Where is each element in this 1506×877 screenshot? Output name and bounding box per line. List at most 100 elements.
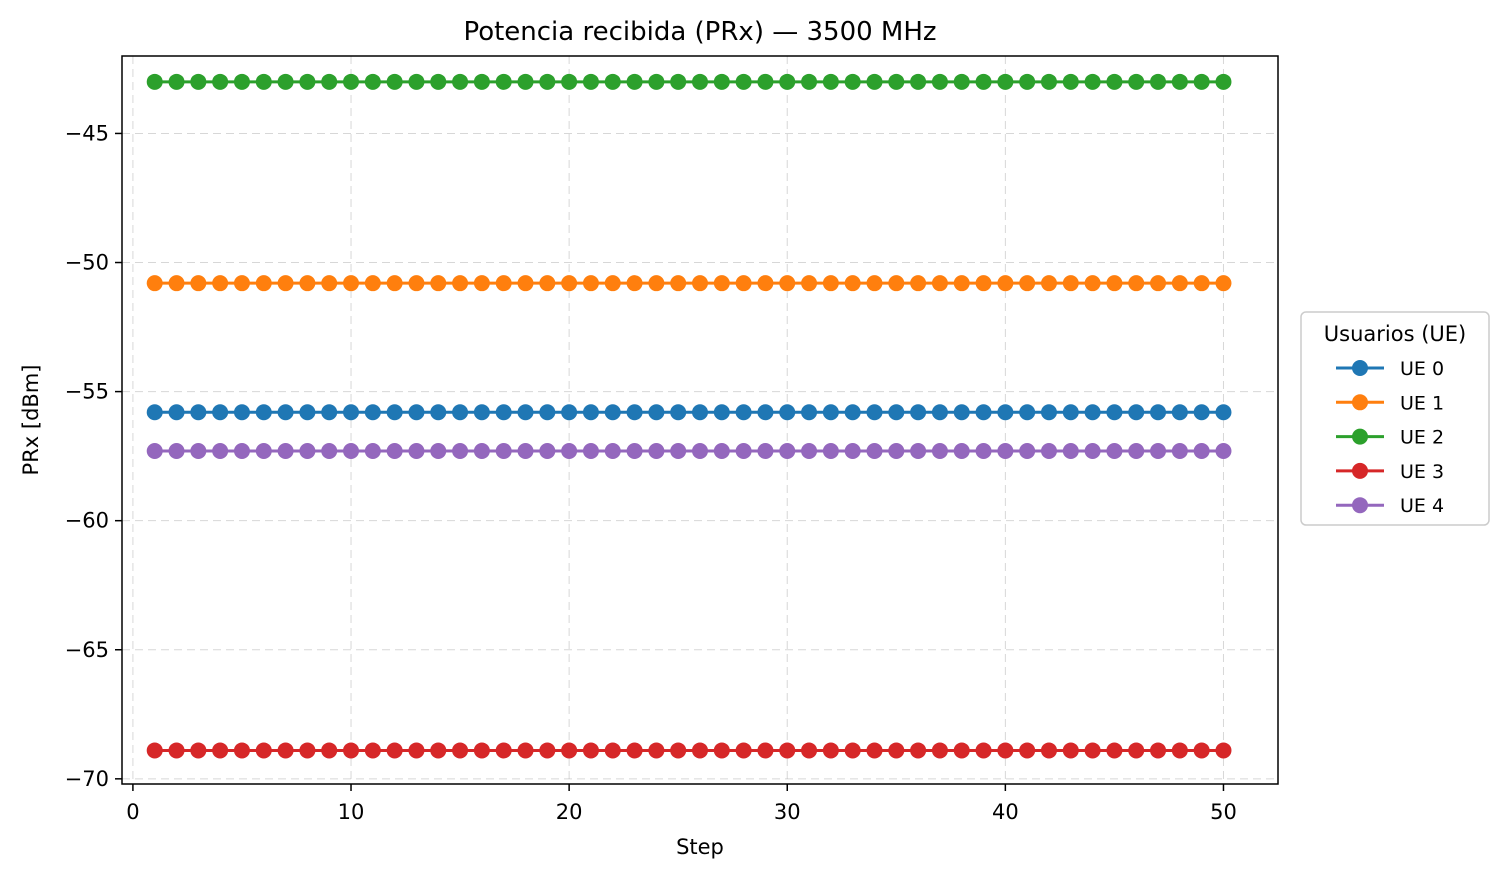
data-point (713, 275, 730, 292)
legend-swatch-marker (1352, 360, 1368, 376)
data-point (735, 742, 752, 759)
data-point (757, 742, 774, 759)
data-point (910, 742, 927, 759)
data-point (190, 275, 207, 292)
data-point (626, 275, 643, 292)
data-point (1215, 442, 1232, 459)
data-point (146, 275, 163, 292)
data-point (452, 442, 469, 459)
data-point (953, 73, 970, 90)
data-point (1128, 404, 1145, 421)
data-point (255, 742, 272, 759)
x-tick-label: 30 (774, 800, 801, 824)
data-point (517, 73, 534, 90)
data-point (212, 742, 229, 759)
data-point (146, 742, 163, 759)
data-point (473, 742, 490, 759)
legend-item: UE 1 (1336, 392, 1444, 414)
data-point (1128, 442, 1145, 459)
data-point (539, 275, 556, 292)
legend-item: UE 4 (1336, 495, 1444, 517)
legend-label: UE 2 (1400, 427, 1444, 449)
data-point (670, 275, 687, 292)
data-point (713, 404, 730, 421)
data-point (626, 73, 643, 90)
data-point (582, 73, 599, 90)
x-tick-label: 0 (126, 800, 139, 824)
data-point (473, 404, 490, 421)
data-point (321, 442, 338, 459)
legend-item: UE 0 (1336, 358, 1444, 380)
data-point (408, 442, 425, 459)
data-point (953, 275, 970, 292)
data-point (801, 275, 818, 292)
x-tick-label: 10 (338, 800, 365, 824)
data-point (212, 404, 229, 421)
legend: Usuarios (UE) UE 0 UE 1 UE 2 UE 3 UE 4 (1300, 311, 1490, 526)
data-point (539, 404, 556, 421)
data-point (866, 73, 883, 90)
data-point (1215, 275, 1232, 292)
data-point (561, 73, 578, 90)
data-point (931, 404, 948, 421)
data-point (779, 442, 796, 459)
data-point (561, 742, 578, 759)
y-tick-label: −65 (65, 638, 109, 662)
legend-swatch-marker (1352, 428, 1368, 445)
data-point (757, 442, 774, 459)
data-point (648, 442, 665, 459)
data-point (168, 742, 185, 759)
data-point (517, 442, 534, 459)
data-point (233, 404, 250, 421)
data-point (779, 73, 796, 90)
data-point (321, 742, 338, 759)
data-point (1084, 742, 1101, 759)
data-point (801, 73, 818, 90)
data-point (473, 275, 490, 292)
data-point (801, 742, 818, 759)
data-point (1171, 404, 1188, 421)
data-point (452, 275, 469, 292)
data-point (190, 742, 207, 759)
y-tick-label: −60 (65, 509, 109, 533)
data-point (975, 404, 992, 421)
data-point (321, 73, 338, 90)
data-point (822, 742, 839, 759)
data-point (299, 275, 316, 292)
data-point (539, 742, 556, 759)
data-point (190, 404, 207, 421)
data-point (888, 404, 905, 421)
data-point (626, 442, 643, 459)
data-point (255, 275, 272, 292)
data-point (1150, 404, 1167, 421)
data-point (1062, 442, 1079, 459)
data-point (931, 742, 948, 759)
data-point (822, 73, 839, 90)
legend-label: UE 1 (1400, 392, 1444, 414)
data-point (801, 404, 818, 421)
data-point (146, 404, 163, 421)
data-point (648, 404, 665, 421)
data-point (561, 442, 578, 459)
data-point (146, 73, 163, 90)
legend-items: UE 0 UE 1 UE 2 UE 3 UE 4 (1336, 358, 1444, 517)
data-point (692, 442, 708, 459)
data-point (670, 442, 687, 459)
series-ue-2 (146, 73, 1232, 90)
y-axis-label: PRx [dBm] (19, 365, 43, 476)
data-point (539, 442, 556, 459)
data-point (277, 442, 294, 459)
data-point (495, 742, 512, 759)
data-point (1215, 742, 1232, 759)
legend-swatch-marker (1352, 394, 1368, 411)
data-point (931, 73, 948, 90)
data-point (582, 275, 599, 292)
data-point (168, 404, 185, 421)
data-point (1193, 404, 1210, 421)
data-point (975, 275, 992, 292)
data-point (517, 742, 534, 759)
data-point (582, 404, 599, 421)
data-point (866, 404, 883, 421)
data-point (866, 742, 883, 759)
